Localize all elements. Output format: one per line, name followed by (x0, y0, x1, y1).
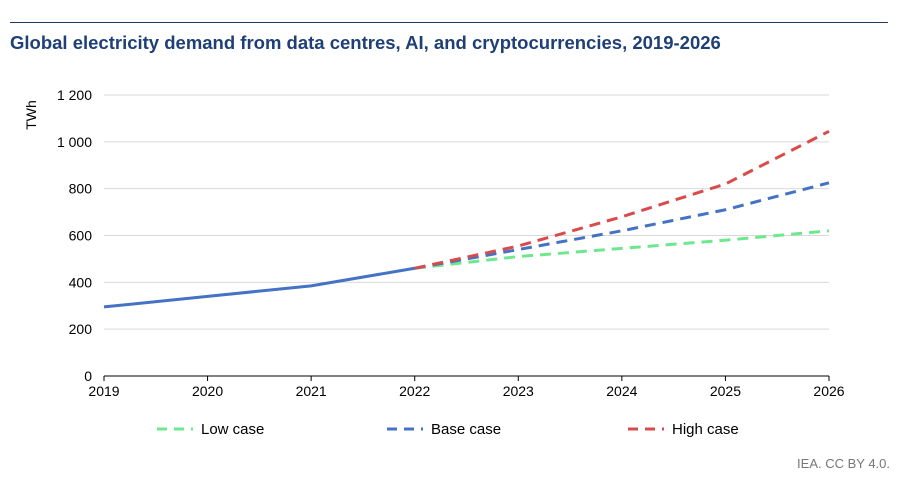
y-tick-label: 200 (69, 321, 93, 337)
y-tick-label: 400 (69, 274, 93, 290)
y-tick-label: 1 000 (57, 134, 92, 150)
y-tick-label: 1 200 (57, 87, 92, 103)
x-tick-label: 2021 (296, 383, 327, 399)
source-credit: IEA. CC BY 4.0. (797, 456, 890, 471)
x-tick-label: 2023 (503, 383, 534, 399)
gridlines (104, 94, 829, 377)
x-tick-label: 2026 (813, 383, 844, 399)
legend-label: Low case (201, 421, 264, 438)
top-rule (10, 22, 888, 23)
y-tick-label: 0 (84, 368, 92, 384)
chart-title: Global electricity demand from data cent… (10, 32, 721, 53)
x-tick-label: 2024 (606, 383, 637, 399)
x-tick-label: 2019 (88, 383, 119, 399)
x-tick-label: 2025 (710, 383, 741, 399)
low-case-line (414, 229, 830, 270)
y-axis-label: TWh (23, 100, 39, 130)
y-tick-labels: 0 200 400 600 800 1 000 1 200 (57, 87, 92, 384)
y-tick-label: 800 (69, 181, 93, 197)
high-case-line (414, 129, 830, 270)
legend: Low case Base case High case (157, 421, 739, 438)
series-lines (103, 129, 830, 309)
legend-label: Base case (431, 421, 501, 438)
x-tick-labels: 2019 2020 2021 2022 2023 2024 2025 2026 (88, 376, 845, 399)
base-case-line (414, 181, 830, 270)
x-tick-label: 2020 (192, 383, 223, 399)
legend-label: High case (672, 421, 739, 438)
historical-line (103, 266, 415, 309)
y-tick-label: 600 (69, 228, 93, 244)
x-tick-label: 2022 (399, 383, 430, 399)
